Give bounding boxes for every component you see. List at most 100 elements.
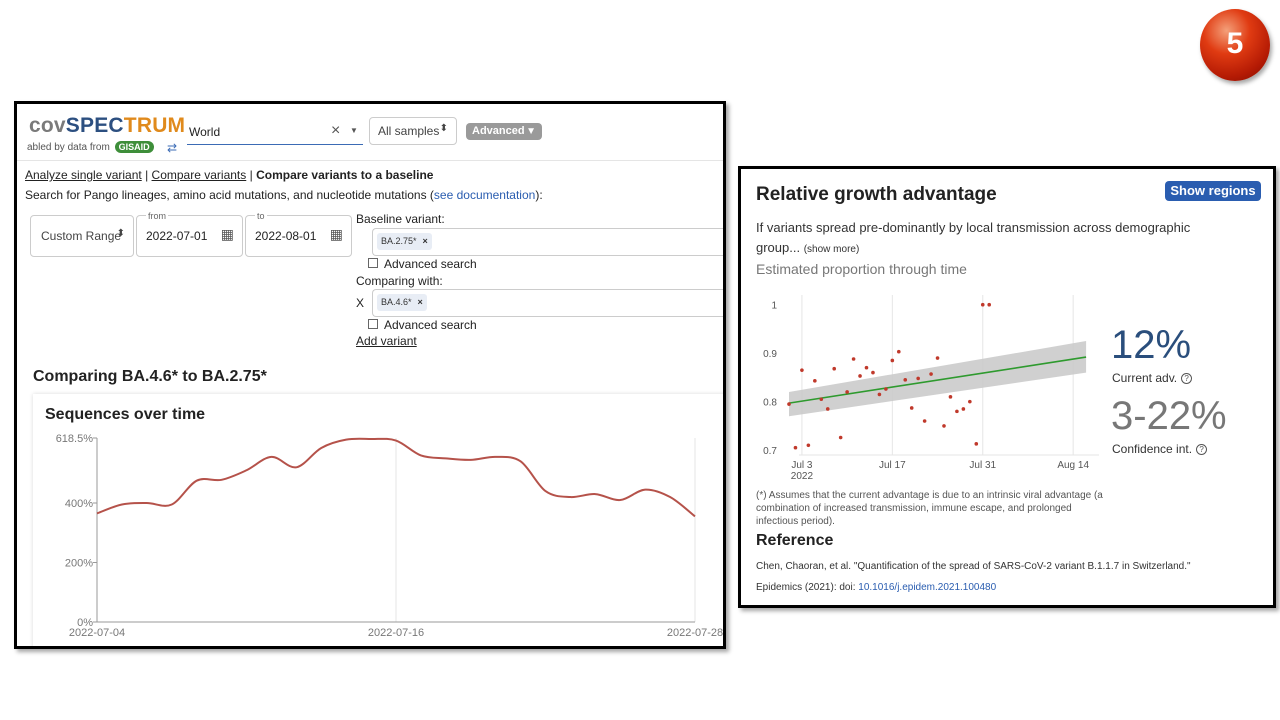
comparing-with-label: Comparing with: — [356, 274, 443, 288]
remove-chip-icon[interactable]: × — [417, 297, 423, 307]
y-tick-label: 200% — [65, 558, 93, 570]
y-tick-label: 400% — [65, 498, 93, 510]
reference-citation: Chen, Chaoran, et al. "Quantification of… — [756, 561, 1191, 572]
data-point — [884, 387, 888, 391]
data-point — [909, 406, 914, 410]
enabled-by-text: abled by data from — [27, 142, 110, 153]
sort-arrows-icon: ⬍ — [439, 123, 448, 134]
help-suffix: ): — [535, 188, 543, 202]
covspectrum-logo[interactable]: covSPECTRUM — [29, 114, 185, 138]
comparison-title: Comparing BA.4.6* to BA.2.75* — [33, 368, 267, 385]
nav-compare-variants[interactable]: Compare variants — [151, 168, 247, 182]
logo-part-cov: cov — [29, 114, 66, 137]
confidence-interval-text: Confidence int. — [1112, 442, 1193, 456]
checkbox[interactable] — [368, 258, 378, 268]
growth-title: Relative growth advantage — [756, 184, 997, 205]
baseline-variant-input[interactable]: BA.2.75* × — [372, 228, 723, 256]
nav-analyze-single-variant[interactable]: Analyze single variant — [25, 168, 142, 182]
data-point — [968, 399, 972, 404]
calendar-icon[interactable]: ▦ — [329, 226, 343, 242]
close-icon[interactable]: × — [331, 122, 341, 139]
data-point — [813, 379, 817, 383]
data-point — [819, 397, 824, 402]
data-point — [825, 407, 830, 411]
remove-chip-icon[interactable]: × — [422, 236, 428, 246]
date-range-select[interactable]: Custom Range ⬍ — [30, 215, 134, 257]
data-point — [916, 376, 920, 381]
advanced-search-label: Advanced search — [384, 257, 477, 271]
x-tick-label: 2022-07-28 — [667, 627, 723, 639]
slide-number-badge: 5 — [1200, 9, 1270, 81]
show-more-link[interactable]: (show more) — [803, 244, 860, 255]
current-advantage-text: Current adv. — [1112, 371, 1178, 385]
comparing-variant-input[interactable]: BA.4.6* × — [372, 289, 723, 317]
data-point — [896, 349, 901, 354]
confidence-band — [789, 341, 1087, 417]
filter-icon: ▼ — [526, 126, 536, 137]
data-point — [871, 370, 875, 375]
from-label: from — [146, 211, 168, 221]
y-tick-label: 0.8 — [763, 398, 777, 409]
data-point — [806, 443, 811, 448]
checkbox[interactable] — [368, 319, 378, 329]
doi-link[interactable]: 10.1016/j.epidem.2021.100480 — [858, 582, 997, 593]
confidence-interval-value: 3-22% — [1111, 394, 1227, 438]
x-tick-label: Jul 3 2022 — [791, 460, 814, 482]
samples-select[interactable]: All samples ⬍ — [369, 117, 457, 145]
to-label: to — [255, 211, 267, 221]
baseline-advanced-search[interactable]: Advanced search — [368, 257, 477, 271]
x-tick-label: 2022-07-04 — [69, 627, 125, 639]
gisaid-logo[interactable]: GISAID — [114, 141, 154, 153]
proportion-subtitle: Estimated proportion through time — [756, 261, 967, 277]
data-point — [793, 445, 798, 450]
logo-part-spec: SPEC — [65, 114, 124, 137]
data-point — [903, 378, 908, 382]
x-tick-label: Jul 17 — [879, 460, 906, 471]
help-icon[interactable]: ? — [1196, 444, 1208, 455]
data-point — [845, 390, 849, 394]
calendar-icon[interactable]: ▦ — [220, 226, 234, 242]
nav-separator: | — [145, 168, 149, 182]
data-point — [955, 409, 959, 414]
advanced-button[interactable]: Advanced ▼ — [466, 123, 542, 140]
header-divider — [17, 160, 723, 161]
to-date-field[interactable]: to 2022-08-01 ▦ — [245, 211, 352, 257]
help-icon[interactable]: ? — [1181, 373, 1193, 384]
current-advantage-label: Current adv.? — [1112, 371, 1193, 385]
current-advantage-value: 12% — [1111, 323, 1192, 367]
location-search-input[interactable]: World × ▼ — [187, 120, 363, 145]
see-documentation-link[interactable]: see documentation — [433, 188, 536, 202]
confidence-interval-label: Confidence int.? — [1112, 442, 1208, 456]
from-date-field[interactable]: from 2022-07-01 ▦ — [136, 211, 243, 257]
data-point — [948, 395, 953, 399]
proportion-chart[interactable]: 1 0.9 0.8 0.7 Jul 3 2022 Jul 17 Jul 31 Aug 14 — [741, 169, 1273, 489]
y-tick-label: 0.7 — [763, 446, 777, 457]
location-value: World — [189, 125, 221, 139]
advanced-search-label: Advanced search — [384, 318, 477, 332]
y-tick-label: 1 — [771, 301, 777, 312]
x-tick-label: 2022-07-16 — [368, 627, 424, 639]
remove-variant-button[interactable]: X — [356, 296, 365, 310]
chevron-down-icon[interactable]: ▼ — [350, 126, 358, 135]
covspectrum-panel: covSPECTRUM abled by data from GISAID ⇄ … — [14, 101, 726, 649]
reference-heading: Reference — [756, 532, 834, 549]
sort-arrows-icon: ⬍ — [116, 228, 125, 239]
y-tick-label: 0% — [77, 617, 93, 629]
swap-icon[interactable]: ⇄ — [167, 141, 178, 155]
samples-select-value: All samples — [378, 124, 440, 138]
data-point — [922, 419, 927, 423]
growth-advantage-panel: Relative growth advantage Show regions I… — [738, 166, 1276, 608]
data-point — [877, 392, 882, 397]
sequences-chart[interactable]: 618.5% 400% 200% 0%2022-07-04 2022-07-16 2022… — [33, 394, 726, 649]
show-regions-button[interactable]: Show regions — [1165, 181, 1261, 201]
add-variant-link[interactable]: Add variant — [356, 334, 417, 348]
help-prefix: Search for Pango lineages, amino acid mu… — [25, 188, 434, 202]
variant-chip-label: BA.2.75* — [381, 236, 417, 246]
nav-compare-to-baseline[interactable]: Compare variants to a baseline — [256, 168, 434, 182]
x-tick-label: Jul 31 — [969, 460, 996, 471]
logo-part-trum: TRUM — [123, 114, 186, 137]
comparing-advanced-search[interactable]: Advanced search — [368, 318, 477, 332]
series-line — [96, 437, 696, 518]
data-point — [961, 407, 966, 411]
data-point — [800, 368, 804, 372]
